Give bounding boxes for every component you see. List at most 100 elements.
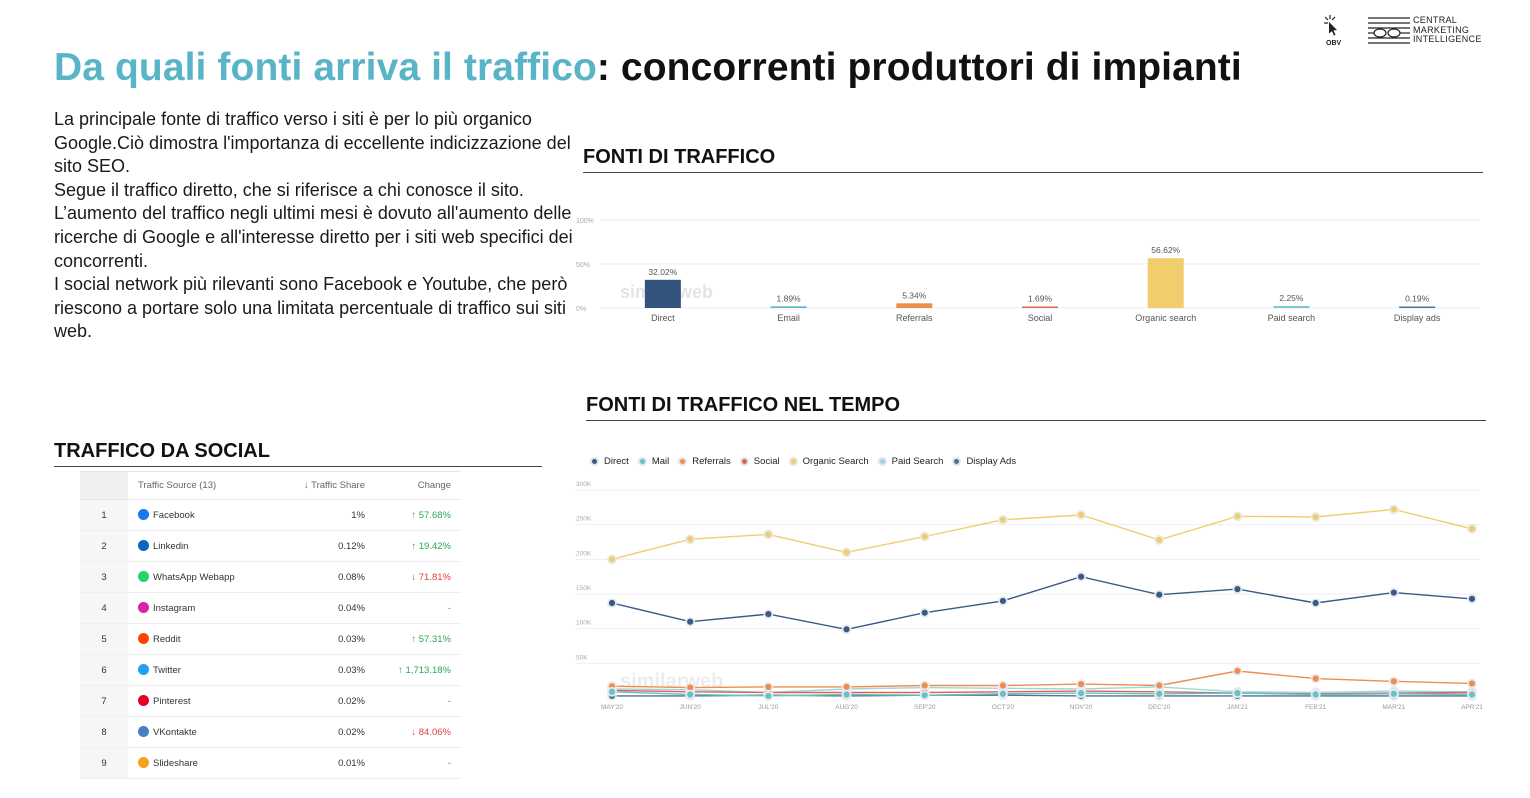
row-source[interactable]: Instagram: [128, 592, 278, 624]
legend-label: Organic Search: [802, 456, 869, 467]
section-title-tempo: FONTI DI TRAFFICO NEL TEMPO: [586, 394, 901, 416]
table-row[interactable]: 9 Slideshare 0.01% -: [80, 747, 461, 779]
section-divider-tempo: [586, 420, 1486, 421]
header-share[interactable]: ↓ Traffic Share: [278, 471, 369, 500]
legend-item[interactable]: Paid Search: [877, 456, 944, 467]
logo-line-1: CENTRAL: [1413, 15, 1458, 25]
data-point: [998, 596, 1008, 606]
row-index: 4: [80, 592, 128, 624]
legend-item[interactable]: Display Ads: [952, 456, 1016, 467]
instagram-icon: [138, 602, 149, 613]
row-source[interactable]: Twitter: [128, 654, 278, 686]
twitter-icon: [138, 664, 149, 675]
data-point: [1232, 511, 1243, 522]
y-tick-label: 300K: [576, 481, 592, 488]
data-point: [998, 688, 1008, 699]
x-category-label: Referrals: [896, 313, 933, 323]
series-line: [611, 691, 1473, 697]
row-source[interactable]: WhatsApp Webapp: [128, 561, 278, 593]
data-point: [1388, 688, 1399, 699]
legend-item[interactable]: Direct: [590, 456, 629, 467]
section-divider-social: [54, 466, 542, 467]
logo-text: CENTRAL MARKETING INTELLIGENCE: [1413, 15, 1482, 45]
legend-item[interactable]: Organic Search: [788, 456, 869, 467]
x-tick-label: JUL'20: [758, 704, 778, 711]
table-row[interactable]: 3 WhatsApp Webapp 0.08% ↓ 71.81%: [80, 561, 461, 593]
x-tick-label: MAR'21: [1382, 704, 1405, 711]
x-category-label: Display ads: [1394, 313, 1441, 323]
data-point: [841, 624, 852, 635]
table-row[interactable]: 6 Twitter 0.03% ↑ 1,713.18%: [80, 654, 461, 686]
data-point: [685, 534, 696, 545]
row-share: 0.12%: [278, 530, 369, 562]
row-share: 0.04%: [278, 592, 369, 624]
row-share: 0.02%: [278, 685, 369, 717]
row-share: 0.02%: [278, 716, 369, 748]
data-point: [1310, 512, 1321, 522]
header-source[interactable]: Traffic Source (13): [128, 471, 278, 500]
row-source[interactable]: Facebook: [128, 499, 278, 531]
legend-item[interactable]: Social: [739, 456, 780, 467]
legend-label: Social: [753, 456, 780, 467]
legend-item[interactable]: Mail: [637, 456, 669, 467]
logo-line-3: INTELLIGENCE: [1413, 34, 1482, 44]
table-row[interactable]: 8 VKontakte 0.02% ↓ 84.06%: [80, 716, 461, 748]
linkedin-icon: [138, 540, 149, 551]
page-title-accent: Da quali fonti arriva il traffico: [54, 46, 597, 89]
x-tick-label: SEP'20: [914, 704, 936, 711]
table-row[interactable]: 5 Reddit 0.03% ↑ 57.31%: [80, 623, 461, 655]
row-source[interactable]: Reddit: [128, 623, 278, 655]
data-point: [1388, 587, 1399, 598]
source-name: Slideshare: [153, 758, 198, 769]
y-tick-label: 50K: [576, 654, 588, 661]
data-point: [1388, 504, 1399, 515]
x-category-label: Organic search: [1135, 313, 1196, 323]
x-category-label: Direct: [651, 313, 675, 323]
legend-label: Paid Search: [891, 456, 944, 467]
data-point: [1076, 510, 1086, 520]
row-change: ↑ 57.31%: [369, 623, 461, 655]
data-point: [1310, 598, 1321, 608]
x-tick-label: APR'21: [1461, 704, 1483, 711]
data-point: [607, 686, 617, 697]
bar-value-label: 1.69%: [1028, 294, 1053, 304]
row-index: 9: [80, 747, 128, 779]
row-source[interactable]: VKontakte: [128, 716, 278, 748]
y-tick-label: 100K: [576, 620, 592, 627]
source-name: Twitter: [153, 665, 181, 676]
legend-dot-icon: [739, 457, 749, 466]
data-point: [841, 547, 852, 558]
row-change: -: [369, 685, 461, 717]
data-point: [1467, 523, 1477, 534]
x-tick-label: MAY'20: [601, 704, 623, 711]
legend-item[interactable]: Referrals: [678, 456, 731, 467]
data-point: [1154, 589, 1165, 600]
table-row[interactable]: 1 Facebook 1% ↑ 57.68%: [80, 499, 461, 531]
table-row[interactable]: 2 Linkedin 0.12% ↑ 19.42%: [80, 530, 461, 562]
series-line: [611, 575, 1473, 631]
data-point: [1232, 666, 1243, 676]
line-chart-legend: Direct Mail Referrals Social Organic Search P…: [590, 456, 1016, 467]
row-share: 0.03%: [278, 654, 369, 686]
header-change[interactable]: Change: [369, 471, 461, 500]
row-change: ↓ 84.06%: [369, 716, 461, 748]
bar: [1022, 306, 1058, 308]
row-index: 8: [80, 716, 128, 748]
data-point: [919, 607, 930, 618]
x-tick-label: JAN'21: [1227, 704, 1248, 711]
data-point: [1232, 688, 1243, 699]
data-point: [1076, 679, 1086, 690]
row-change: ↑ 19.42%: [369, 530, 461, 562]
table-row[interactable]: 7 Pinterest 0.02% -: [80, 685, 461, 717]
row-source[interactable]: Pinterest: [128, 685, 278, 717]
row-change: -: [369, 592, 461, 624]
bar: [1147, 258, 1184, 308]
section-divider-fonti: [583, 172, 1483, 173]
table-row[interactable]: 4 Instagram 0.04% -: [80, 592, 461, 624]
data-point: [1076, 571, 1086, 582]
row-share: 1%: [278, 499, 369, 531]
row-source[interactable]: Linkedin: [128, 530, 278, 562]
data-point: [1467, 678, 1477, 689]
row-source[interactable]: Slideshare: [128, 747, 278, 779]
